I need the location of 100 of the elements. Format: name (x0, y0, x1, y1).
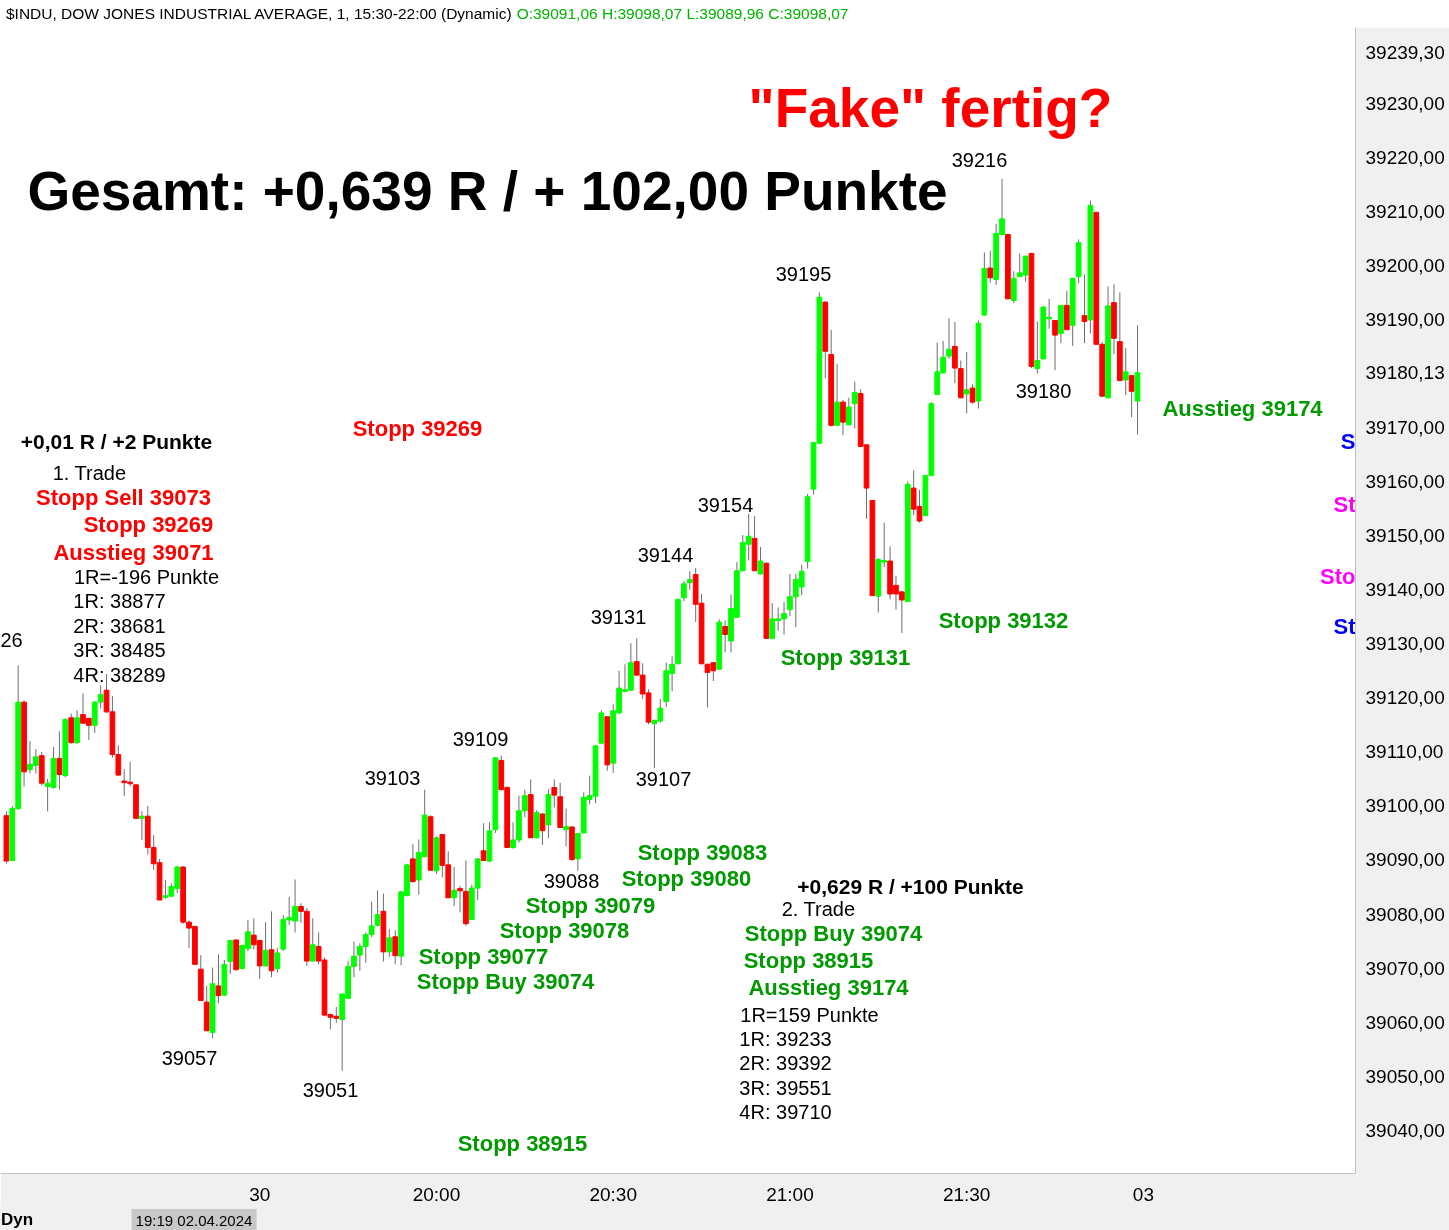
annotation: Stopp 39083 (637, 840, 768, 866)
annotation: 39216 (951, 149, 1008, 172)
candlestick (451, 866, 457, 907)
y-tick-label: 39060,00 (1365, 1011, 1445, 1033)
annotation: 1R=-196 Punkte (73, 566, 220, 589)
annotation: 39103 (364, 766, 421, 789)
y-tick-label: 39070,00 (1365, 957, 1445, 979)
y-tick-label: 39080,00 (1365, 903, 1445, 925)
y-tick-label: 39230,00 (1365, 92, 1445, 114)
annotation: 39144 (637, 543, 694, 566)
candlestick (681, 580, 687, 602)
annotation: 1. Trade (52, 461, 127, 484)
annotation: S (1340, 429, 1356, 455)
annotation: 2R: 38681 (73, 614, 166, 637)
annotation: Ausstieg 39071 (53, 540, 214, 566)
x-tick-label: 20:00 (412, 1183, 461, 1205)
candlestick (274, 947, 281, 973)
annotation: 39109 (452, 727, 509, 750)
y-tick-label: 39239,30 (1365, 42, 1445, 64)
candlestick (410, 843, 416, 884)
x-tick-label: 03 (1132, 1183, 1154, 1205)
annotation: 2. Trade (781, 898, 856, 921)
y-tick-label: 39130,00 (1365, 633, 1445, 655)
candlestick (262, 921, 269, 967)
annotation: Stopp 39080 (621, 865, 752, 891)
candlestick (987, 250, 994, 284)
annotation: 3R: 38485 (73, 639, 166, 662)
candlestick (686, 570, 693, 591)
candlestick (392, 929, 399, 965)
candlestick (1052, 319, 1058, 371)
annotation: 4R: 38289 (73, 663, 166, 686)
x-tick-label: 21:00 (766, 1183, 814, 1205)
annotation: 26 (0, 629, 23, 652)
candlestick (1010, 270, 1017, 304)
x-tick-label: 21:30 (942, 1183, 991, 1205)
annotation: 39051 (302, 1078, 359, 1101)
annotation: 39180 (1015, 379, 1072, 402)
y-tick-label: 39090,00 (1365, 849, 1445, 871)
candlestick (963, 351, 970, 414)
y-tick-label: 39200,00 (1365, 254, 1445, 276)
annotation: Stopp 38915 (743, 947, 874, 973)
annotation: Stopp 39269 (352, 416, 483, 442)
annotation: Stopp 39078 (499, 918, 630, 944)
annotation: St (1333, 614, 1357, 640)
candlestick (457, 885, 463, 913)
candlestick (56, 730, 63, 791)
candlestick (551, 778, 558, 809)
candlestick (1122, 347, 1129, 396)
x-tick-label: 20:30 (589, 1183, 637, 1205)
candlestick (268, 910, 275, 978)
candlestick (1081, 274, 1088, 344)
annotation: Stopp 39132 (938, 608, 1069, 634)
y-tick-label: 39100,00 (1365, 795, 1445, 817)
candlestick (227, 939, 234, 975)
annotation: Stopp 39077 (418, 943, 549, 969)
candlestick (563, 808, 569, 847)
annotation: +0,629 R / +100 Punkte (797, 874, 1024, 898)
candlestick (845, 397, 852, 426)
annotation: 1R: 38877 (73, 590, 166, 613)
x-tick-label: 30 (249, 1183, 271, 1205)
text: Dyn (1, 1209, 34, 1230)
annotation: Stopp Buy 39074 (416, 969, 595, 995)
annotation: 39131 (590, 606, 647, 629)
annotation: 39057 (161, 1046, 218, 1069)
candlestick (215, 954, 222, 1004)
annotation: Gesamt: +0,639 R / + 102,00 Punkte (27, 160, 948, 223)
y-tick-label: 39170,00 (1365, 417, 1445, 439)
y-tick-label: 39190,00 (1365, 308, 1445, 330)
candlestick (1128, 374, 1135, 418)
candlestick (386, 928, 393, 958)
annotation: Ausstieg 39174 (1162, 396, 1324, 422)
annotation: Stopp Sell 39073 (36, 484, 211, 510)
candlestick (946, 317, 952, 360)
y-tick-label: 39150,00 (1365, 525, 1445, 547)
candlestick (539, 812, 546, 846)
annotation: St (1333, 491, 1357, 517)
annotation: Stopp 39131 (780, 644, 911, 670)
y-tick-label: 39050,00 (1365, 1065, 1445, 1087)
annotation: 39107 (635, 767, 692, 790)
annotation: 1R: 39233 (739, 1028, 832, 1051)
candlestick (139, 810, 145, 841)
candlestick (851, 381, 858, 430)
annotation: "Fake" fertig? (748, 77, 1113, 140)
annotation: 39154 (697, 494, 754, 516)
annotation: 3R: 39551 (739, 1076, 832, 1099)
candlestick (840, 399, 846, 436)
candlestick (757, 546, 764, 576)
candlestick (309, 917, 316, 963)
y-tick-label: 39220,00 (1365, 146, 1445, 168)
y-tick-label: 39140,00 (1365, 579, 1445, 601)
chart-subtitle: O:39091,06 H:39098,07 L:39089,96 C:39098,07 (516, 5, 849, 22)
annotation: Stopp 39079 (525, 893, 656, 919)
y-tick-label: 39180,13 (1365, 362, 1445, 384)
y-tick-label: 39110,00 (1365, 741, 1444, 763)
annotation: +0,01 R / +2 Punkte (20, 430, 213, 454)
candlestick (480, 822, 487, 862)
annotation: 4R: 39710 (739, 1101, 832, 1124)
annotation: 2R: 39392 (739, 1052, 832, 1075)
annotation: Stopp Buy 39074 (744, 921, 923, 947)
annotation: 39195 (775, 263, 832, 286)
